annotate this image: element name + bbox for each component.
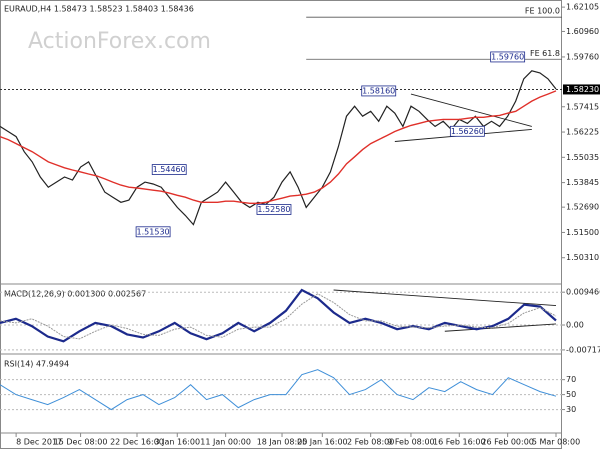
y-tick-label: -0.007178	[566, 345, 600, 354]
y-tick-label: 1.60960	[566, 27, 599, 36]
series-line	[0, 293, 557, 340]
y-tick-label: 0.009466	[566, 288, 600, 297]
x-tick-label: 16 Feb 16:00	[433, 438, 485, 447]
x-tick-label: 5 Mar 08:00	[532, 438, 580, 447]
price-annotation: 1.54460	[153, 165, 186, 174]
panel-title: EURAUD,H4 1.58473 1.58523 1.58403 1.5843…	[4, 5, 194, 14]
y-tick-label: 30	[566, 405, 576, 414]
y-tick-label: 1.59760	[566, 52, 599, 61]
y-tick-label: 1.57415	[566, 102, 599, 111]
x-tick-label: 2 Feb 08:00	[347, 438, 394, 447]
y-tick-label: 1.53845	[566, 178, 599, 187]
x-tick-label: 11 Jan 00:00	[200, 438, 251, 447]
watermark: ActionForex.com	[28, 29, 211, 54]
price-annotation: 1.58160	[362, 86, 395, 95]
y-tick-label: 1.62105	[566, 3, 599, 12]
price-annotation-box	[151, 164, 187, 175]
price-annotation-box	[361, 85, 397, 97]
series-line	[0, 90, 557, 204]
y-tick-label: 50	[566, 390, 576, 399]
series-line	[0, 70, 557, 226]
current-price-label: 1.58230	[566, 85, 599, 94]
y-tick-label: 0.00	[566, 321, 584, 330]
price-annotation-box	[135, 226, 171, 238]
x-tick-label: 18 Jan 08:00	[257, 438, 308, 447]
y-tick-label: 1.52690	[566, 203, 599, 212]
y-tick-label: 1.51500	[566, 228, 599, 237]
trendline	[444, 323, 557, 332]
level-label: FE 100.0	[525, 7, 560, 16]
price-annotation: 1.51530	[137, 227, 170, 236]
y-tick-label: 1.55035	[566, 153, 599, 162]
x-tick-label: 3 Jan 16:00	[154, 438, 200, 447]
y-tick-label: 70	[566, 375, 576, 384]
frame	[0, 0, 562, 449]
panel-title: RSI(14) 47.9494	[4, 360, 69, 369]
price-annotation-box	[449, 125, 485, 137]
price-annotation: 1.52580	[257, 205, 290, 214]
y-tick-label: 1.56225	[566, 128, 599, 137]
price-annotation: 1.56260	[451, 127, 484, 136]
series-line	[0, 369, 557, 411]
price-annotation-box	[256, 204, 292, 215]
x-tick-label: 22 Dec 16:00	[110, 438, 164, 447]
x-tick-label: 25 Jan 16:00	[297, 438, 348, 447]
panel-title: MACD(12,26,9) 0.001300 0.002567	[4, 290, 146, 299]
series-line	[0, 288, 557, 343]
x-tick-label: 26 Feb 00:00	[481, 438, 533, 447]
y-tick-label: 1.50310	[566, 253, 599, 262]
x-tick-label: 15 Dec 08:00	[54, 438, 108, 447]
price-annotation-box	[490, 51, 526, 63]
x-tick-label: 9 Feb 08:00	[387, 438, 434, 447]
level-label: FE 61.8	[530, 49, 560, 58]
x-tick-label: 8 Dec 2017	[16, 438, 62, 447]
price-annotation: 1.59760	[491, 52, 524, 61]
trendline	[333, 289, 557, 307]
trendline	[410, 93, 532, 127]
current-price-box	[563, 84, 600, 95]
